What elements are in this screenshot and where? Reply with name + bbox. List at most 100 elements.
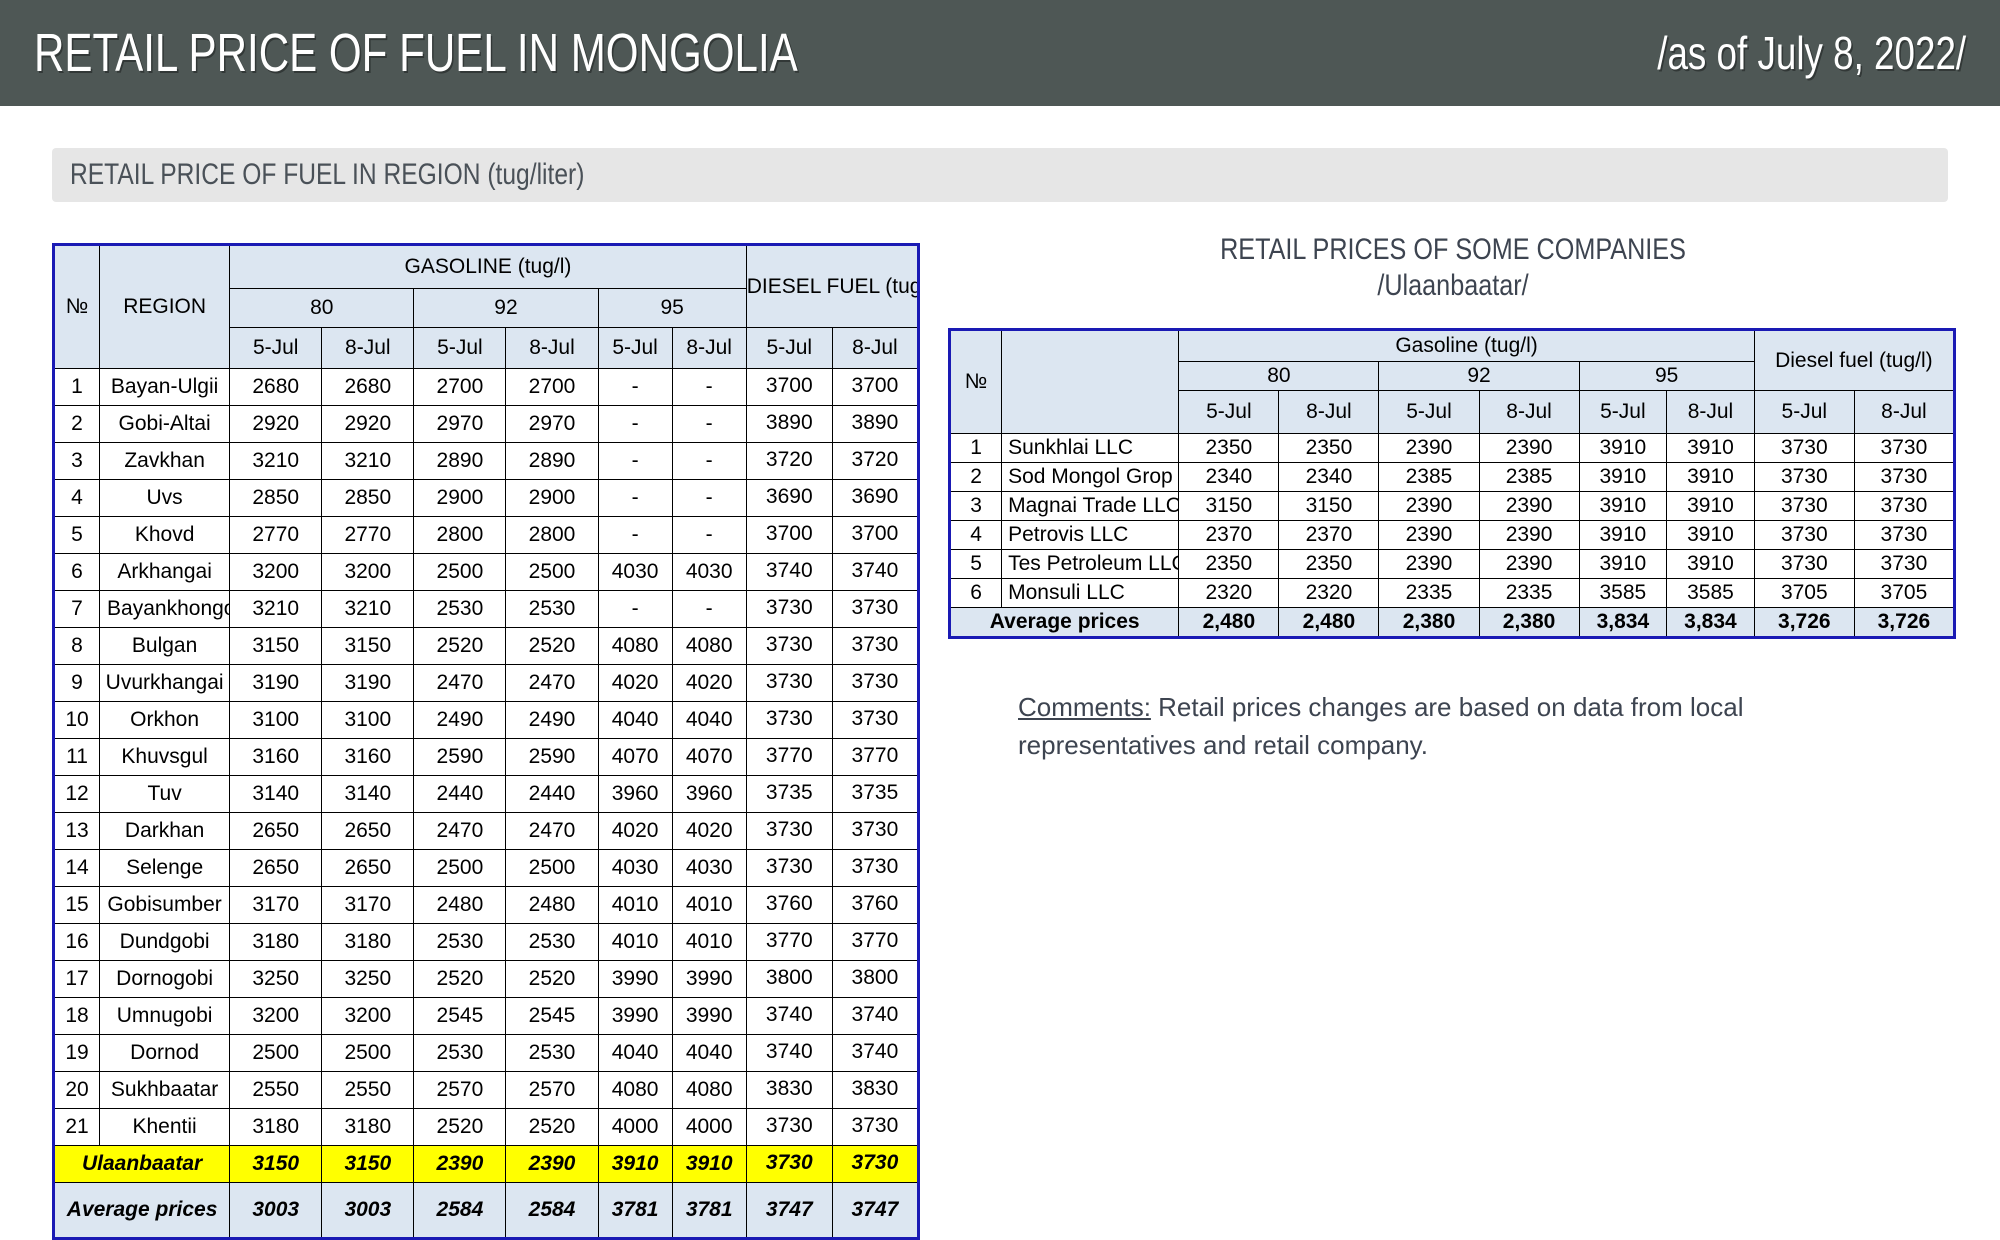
cell-gasoline-95: 4020	[671, 812, 747, 850]
cell-gasoline-80: 2650	[321, 812, 415, 850]
table-row: 3 Magnai Trade LLC 3150 3150 2390 2390 3910 391…	[948, 491, 1956, 521]
cell-row-number: 2	[948, 462, 1003, 492]
cell-gasoline-92: 2530	[413, 1034, 507, 1072]
cell-gasoline-80: 2770	[229, 516, 323, 554]
cell-gasoline-95: 3960	[671, 775, 747, 813]
cell-diesel: 3730	[1853, 433, 1956, 463]
cell-diesel: 3690	[831, 479, 920, 517]
table-row: 21 Khentii 3180 3180 2520 2520 4000 4000 3730 373…	[52, 1108, 920, 1146]
cell-gasoline-92: 2890	[413, 442, 507, 480]
cell-diesel: 3800	[831, 960, 920, 998]
cell-gasoline-80: 3150	[229, 1145, 323, 1183]
cell-gasoline-92: 2390	[1478, 491, 1580, 521]
cell-diesel: 3,726	[1853, 607, 1956, 638]
cell-gasoline-95: 3585	[1578, 578, 1668, 608]
cell-gasoline-80: 3170	[321, 886, 415, 924]
cell-diesel: 3730	[831, 664, 920, 702]
cell-region-name: Zavkhan	[99, 442, 231, 480]
cell-gasoline-95: 3960	[597, 775, 673, 813]
cell-diesel: 3770	[831, 738, 920, 776]
cell-diesel: 3730	[1853, 491, 1956, 521]
table-row: 1 Bayan-Ulgii 2680 2680 2700 2700- -3700 3700	[52, 368, 920, 406]
cell-row-number: 15	[52, 886, 101, 924]
cell-gasoline-92: 2590	[413, 738, 507, 776]
col-header-grade-92: 92	[1378, 361, 1580, 391]
table-row: 9 Uvurkhangai 3190 3190 2470 2470 4020 4020 3730…	[52, 664, 920, 702]
cell-gasoline-80: 3180	[321, 923, 415, 961]
cell-gasoline-80: 2680	[229, 368, 323, 406]
cell-gasoline-95: 4030	[597, 553, 673, 591]
page-header-bar: RETAIL PRICE OF FUEL IN MONGOLIA /as of …	[0, 0, 2000, 106]
cell-gasoline-92: 2570	[505, 1071, 599, 1109]
cell-gasoline-92: 2520	[505, 960, 599, 998]
companies-price-table: № Gasoline (tug/l) Diesel fuel (tug/l) 80 92…	[948, 328, 1956, 639]
cell-gasoline-92: 2390	[413, 1145, 507, 1183]
cell-row-number: 21	[52, 1108, 101, 1146]
cell-gasoline-80: 2350	[1278, 433, 1380, 463]
cell-gasoline-92: 2480	[505, 886, 599, 924]
cell-row-number: 8	[52, 627, 101, 665]
cell-diesel: 3740	[745, 553, 833, 591]
cell-row-number: 5	[948, 549, 1003, 579]
cell-gasoline-80: 2370	[1278, 520, 1380, 550]
cell-gasoline-92: 2390	[1478, 433, 1580, 463]
cell-gasoline-92: 2700	[413, 368, 507, 406]
companies-title-line1: RETAIL PRICES OF SOME COMPANIES	[1220, 233, 1686, 266]
cell-diesel: 3730	[745, 664, 833, 702]
cell-gasoline-95: 4030	[671, 553, 747, 591]
cell-gasoline-80: 3210	[229, 442, 323, 480]
cell-gasoline-80: 2,480	[1278, 607, 1380, 638]
cell-gasoline-95: 3910	[1578, 433, 1668, 463]
cell-diesel: 3740	[745, 997, 833, 1035]
cell-gasoline-92: 2500	[413, 553, 507, 591]
cell-diesel: 3890	[831, 405, 920, 443]
cell-gasoline-95: 3910	[1666, 520, 1755, 550]
cell-row-number: 9	[52, 664, 101, 702]
cell-gasoline-95: 3910	[1666, 549, 1755, 579]
cell-gasoline-95: 4030	[597, 849, 673, 887]
cell-row-number: 7	[52, 590, 101, 628]
cell-gasoline-95: 3910	[597, 1145, 673, 1183]
cell-row-number: 17	[52, 960, 101, 998]
cell-row-number: 3	[52, 442, 101, 480]
cell-gasoline-95: 3990	[671, 997, 747, 1035]
cell-gasoline-92: 2390	[1378, 549, 1480, 579]
cell-gasoline-95: 3910	[1578, 520, 1668, 550]
cell-gasoline-95: 4020	[597, 812, 673, 850]
cell-gasoline-95: -	[597, 368, 673, 406]
cell-company-name: Tes Petroleum LLC	[1001, 549, 1180, 579]
cell-gasoline-92: 2470	[413, 664, 507, 702]
cell-region-name: Bayankhongor	[99, 590, 231, 628]
cell-gasoline-95: 4080	[671, 627, 747, 665]
cell-region-name: Gobi-Altai	[99, 405, 231, 443]
col-header-date-8-Jul: 8-Jul	[321, 327, 415, 369]
cell-gasoline-80: 3190	[321, 664, 415, 702]
cell-row-number: 1	[52, 368, 101, 406]
cell-gasoline-80: 3160	[229, 738, 323, 776]
cell-diesel: 3740	[831, 1034, 920, 1072]
cell-row-number: 6	[948, 578, 1003, 608]
cell-region-name: Khuvsgul	[99, 738, 231, 776]
cell-gasoline-92: 2584	[505, 1182, 599, 1239]
cell-gasoline-95: 4070	[597, 738, 673, 776]
cell-gasoline-95: 3,834	[1578, 607, 1668, 638]
section-subtitle-label: RETAIL PRICE OF FUEL IN REGION (tug/lite…	[70, 158, 585, 191]
cell-gasoline-80: 3180	[229, 1108, 323, 1146]
table-row: 14 Selenge 2650 2650 2500 2500 4030 4030 3730 373…	[52, 849, 920, 887]
cell-gasoline-80: 3250	[229, 960, 323, 998]
cell-row-number: 13	[52, 812, 101, 850]
cell-gasoline-80: 3200	[321, 997, 415, 1035]
cell-gasoline-92: 2385	[1378, 462, 1480, 492]
col-header-gasoline: GASOLINE (tug/l)	[229, 244, 747, 289]
cell-gasoline-92: 2490	[505, 701, 599, 739]
table-header-row-2: 80 92 95	[950, 361, 1955, 391]
cell-gasoline-95: 4020	[597, 664, 673, 702]
cell-diesel: 3730	[745, 627, 833, 665]
cell-gasoline-95: 4080	[671, 1071, 747, 1109]
table-row: 13 Darkhan 2650 2650 2470 2470 4020 4020 3730 373…	[52, 812, 920, 850]
cell-gasoline-80: 2650	[321, 849, 415, 887]
table-row: 2 Gobi-Altai 2920 2920 2970 2970- -3890 3890	[52, 405, 920, 443]
cell-gasoline-92: 2470	[505, 664, 599, 702]
cell-gasoline-95: 4070	[671, 738, 747, 776]
